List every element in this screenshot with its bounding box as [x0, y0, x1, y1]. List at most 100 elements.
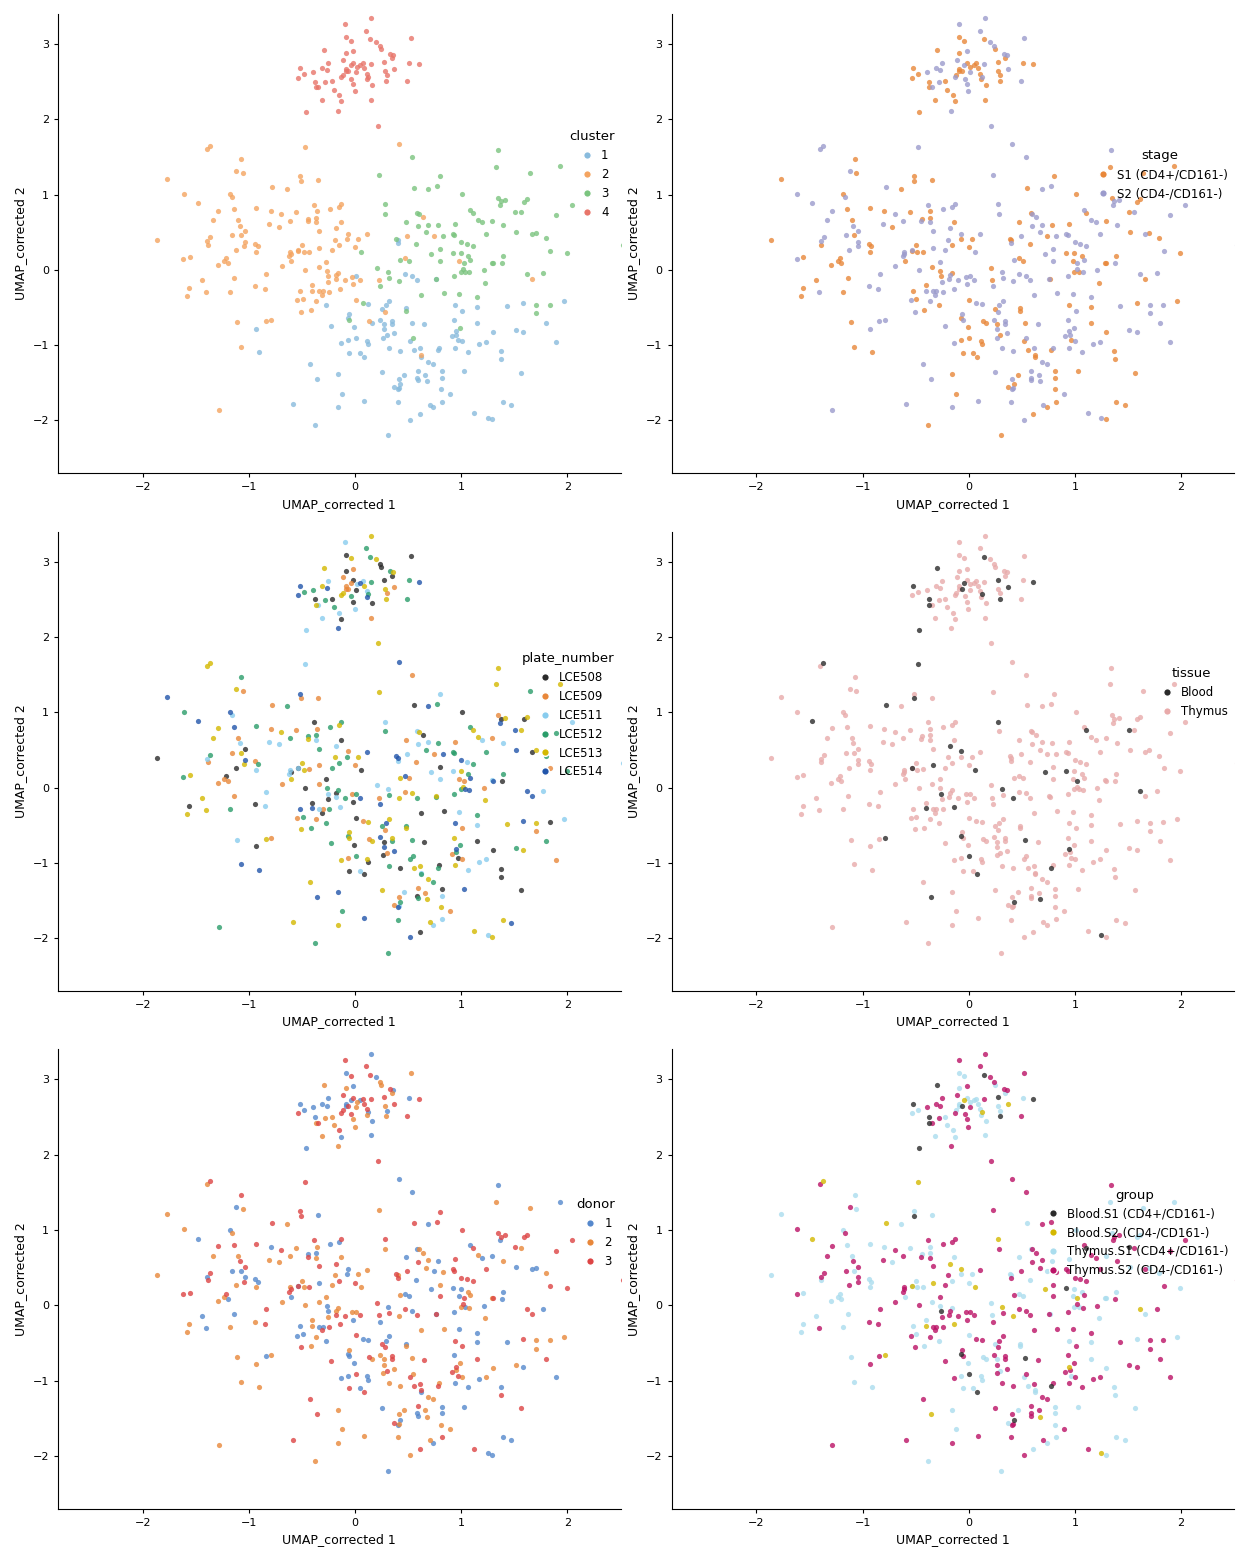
Point: [792, 276, 812, 301]
Point: [288, 66, 308, 90]
Point: [1086, 1245, 1106, 1270]
Point: [505, 835, 525, 860]
Point: [426, 267, 446, 292]
Point: [220, 699, 240, 724]
Point: [834, 183, 854, 207]
Point: [358, 810, 378, 835]
Point: [1022, 732, 1042, 757]
Point: [308, 167, 328, 192]
Point: [993, 783, 1013, 808]
Point: [444, 782, 464, 807]
Point: [216, 763, 236, 788]
Point: [1159, 1365, 1179, 1390]
Point: [519, 161, 539, 186]
Point: [960, 577, 980, 602]
Point: [1002, 885, 1022, 909]
Point: [409, 401, 429, 426]
Point: [985, 360, 1005, 385]
Point: [434, 799, 454, 824]
Point: [1163, 671, 1183, 696]
Point: [975, 569, 995, 594]
Point: [326, 1298, 346, 1323]
Point: [975, 1087, 995, 1112]
Point: [845, 334, 865, 359]
Point: [1099, 154, 1119, 179]
Point: [246, 231, 266, 256]
Point: [409, 1371, 429, 1396]
Point: [1015, 828, 1035, 853]
Point: [938, 228, 958, 253]
Point: [235, 229, 255, 254]
Point: [522, 267, 542, 292]
Legend: 1, 2, 3, 4: 1, 2, 3, 4: [569, 131, 614, 218]
Point: [1045, 1412, 1065, 1437]
Point: [983, 825, 1003, 850]
Point: [290, 682, 310, 707]
Point: [980, 30, 1000, 55]
Point: [416, 1398, 436, 1423]
Point: [1065, 1276, 1085, 1301]
Point: [932, 1086, 952, 1111]
Point: [557, 758, 577, 783]
Point: [844, 741, 864, 766]
Point: [1090, 329, 1109, 354]
Point: [986, 1332, 1006, 1357]
Point: [1011, 1259, 1031, 1284]
Point: [346, 59, 366, 84]
Point: [443, 240, 463, 265]
Point: [317, 775, 337, 800]
Point: [972, 1100, 992, 1125]
Point: [971, 1363, 991, 1388]
Point: [305, 413, 324, 438]
Point: [958, 752, 978, 777]
Point: [840, 1273, 860, 1298]
Point: [231, 223, 251, 248]
Point: [246, 317, 266, 342]
Point: [1124, 1236, 1144, 1260]
Point: [1096, 320, 1116, 345]
Point: [397, 1259, 417, 1284]
Point: [290, 279, 310, 304]
Point: [1043, 237, 1063, 262]
Point: [909, 100, 929, 125]
Point: [423, 223, 443, 248]
Point: [371, 1072, 391, 1097]
Point: [331, 209, 351, 234]
Point: [1096, 1243, 1116, 1268]
Point: [859, 1267, 879, 1292]
Point: [1176, 1228, 1196, 1253]
Point: [383, 42, 403, 67]
Point: [383, 838, 403, 863]
Point: [896, 392, 916, 417]
Point: [444, 741, 464, 766]
Point: [336, 41, 356, 66]
Point: [512, 360, 532, 385]
Point: [870, 1343, 890, 1368]
Point: [860, 197, 880, 222]
Point: [983, 34, 1003, 59]
Point: [302, 791, 322, 816]
Point: [197, 1268, 217, 1293]
Point: [312, 1314, 332, 1338]
Point: [343, 1108, 363, 1133]
Point: [1083, 331, 1103, 356]
Point: [1016, 1298, 1036, 1323]
Point: [512, 1396, 532, 1421]
Point: [377, 323, 397, 348]
Point: [951, 328, 971, 353]
Point: [821, 253, 841, 278]
Y-axis label: UMAP_corrected 2: UMAP_corrected 2: [628, 1221, 640, 1335]
Point: [948, 529, 968, 554]
Point: [298, 1242, 318, 1267]
Point: [495, 187, 515, 212]
Point: [434, 1317, 454, 1342]
Point: [990, 62, 1010, 87]
Point: [371, 825, 391, 850]
Point: [557, 240, 577, 265]
Point: [1060, 1357, 1080, 1382]
Point: [463, 200, 483, 225]
Point: [1102, 655, 1122, 680]
Point: [557, 1276, 577, 1301]
Point: [200, 1168, 220, 1193]
Point: [1032, 867, 1052, 892]
